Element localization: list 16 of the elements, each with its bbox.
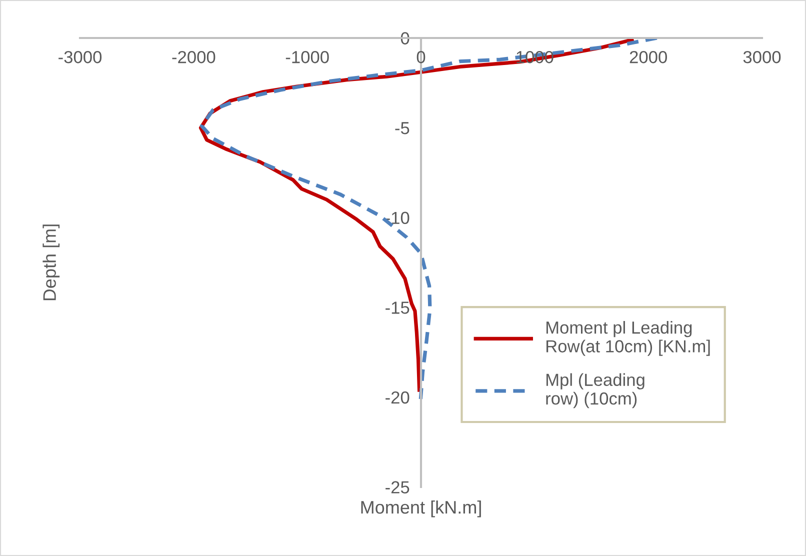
y-tick-label: -15: [386, 302, 410, 314]
x-tick-label: -1000: [286, 50, 329, 64]
legend-label: Mpl (Leading row) (10cm): [546, 373, 644, 408]
x-tick-label: -3000: [58, 50, 102, 64]
x-tick-label: 3000: [743, 50, 781, 64]
x-tick-label: -2000: [172, 50, 216, 64]
x-axis-title: Moment [kN.m]: [361, 500, 481, 518]
y-axis-title: Depth [m]: [42, 224, 60, 300]
y-tick-label: -10: [386, 212, 410, 224]
y-tick-label: -20: [386, 391, 410, 404]
x-tick-label: 2000: [630, 50, 667, 64]
legend-label: Moment pl Leading Row(at 10cm) [KN.m]: [546, 320, 710, 356]
y-tick-label: -5: [395, 122, 410, 134]
x-tick-label: 0: [416, 50, 426, 64]
x-tick-label: 1000: [516, 50, 554, 64]
y-tick-label: -25: [386, 481, 410, 494]
